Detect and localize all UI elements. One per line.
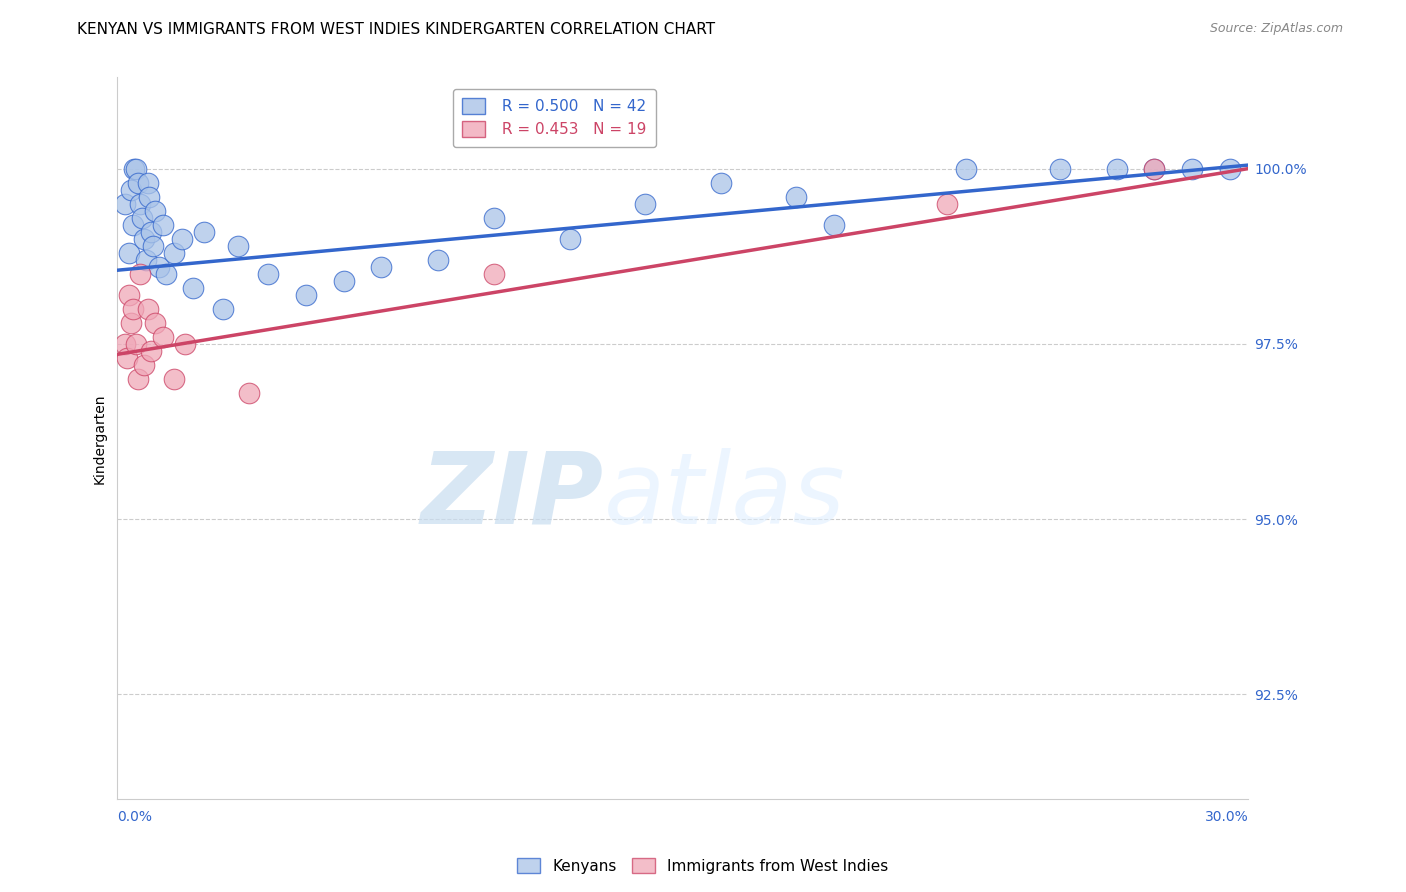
Point (238, 385, 260, 400)
Point (785, 189, 807, 203)
Point (558, 232, 581, 246)
Point (163, 245, 186, 260)
Point (118, 287, 141, 301)
Point (141, 225, 163, 239)
Point (174, 336, 197, 351)
Point (212, 301, 235, 316)
Point (118, 245, 141, 260)
Point (181, 281, 204, 295)
Point (152, 330, 174, 344)
Point (114, 196, 136, 211)
Point (257, 267, 280, 281)
Point (141, 343, 163, 358)
Text: ZIP: ZIP (420, 448, 603, 545)
Point (1049, 161, 1071, 176)
Point (124, 161, 146, 176)
Point (1181, 161, 1204, 176)
Legend: Kenyans, Immigrants from West Indies: Kenyans, Immigrants from West Indies (512, 852, 894, 880)
Point (125, 161, 148, 176)
Point (1105, 161, 1128, 176)
Point (115, 351, 138, 365)
Point (226, 238, 249, 252)
Point (143, 203, 166, 218)
Point (142, 238, 165, 252)
Point (935, 196, 957, 211)
Text: 30.0%: 30.0% (1205, 810, 1249, 824)
Point (143, 316, 166, 330)
Point (634, 196, 657, 211)
Point (132, 358, 155, 372)
Point (127, 372, 149, 386)
Point (193, 225, 215, 239)
Point (484, 211, 506, 225)
Point (120, 316, 142, 330)
Point (129, 267, 152, 281)
Point (155, 267, 177, 281)
Text: KENYAN VS IMMIGRANTS FROM WEST INDIES KINDERGARTEN CORRELATION CHART: KENYAN VS IMMIGRANTS FROM WEST INDIES KI… (77, 22, 716, 37)
Point (955, 161, 977, 176)
Point (710, 176, 733, 190)
Point (135, 252, 157, 267)
Point (127, 176, 149, 190)
Point (148, 260, 170, 274)
Point (426, 252, 449, 267)
Point (370, 260, 392, 274)
Point (121, 218, 143, 232)
Point (332, 274, 354, 288)
Point (114, 336, 136, 351)
Point (131, 211, 153, 225)
Point (152, 218, 174, 232)
Point (1143, 161, 1166, 176)
Point (132, 232, 155, 246)
Point (484, 267, 506, 281)
Text: atlas: atlas (603, 448, 845, 545)
Point (125, 336, 148, 351)
Legend:  R = 0.500   N = 42,  R = 0.453   N = 19: R = 0.500 N = 42, R = 0.453 N = 19 (453, 88, 657, 146)
Text: Source: ZipAtlas.com: Source: ZipAtlas.com (1209, 22, 1343, 36)
Point (129, 196, 152, 211)
Point (295, 287, 318, 301)
Point (120, 183, 142, 197)
Point (121, 301, 143, 316)
Point (163, 372, 186, 386)
Point (823, 218, 845, 232)
Point (170, 232, 193, 246)
Point (136, 176, 159, 190)
Point (138, 189, 160, 203)
Point (1143, 161, 1166, 176)
Text: 0.0%: 0.0% (118, 810, 152, 824)
Point (136, 301, 159, 316)
Point (1219, 161, 1241, 176)
Y-axis label: Kindergarten: Kindergarten (93, 393, 107, 483)
